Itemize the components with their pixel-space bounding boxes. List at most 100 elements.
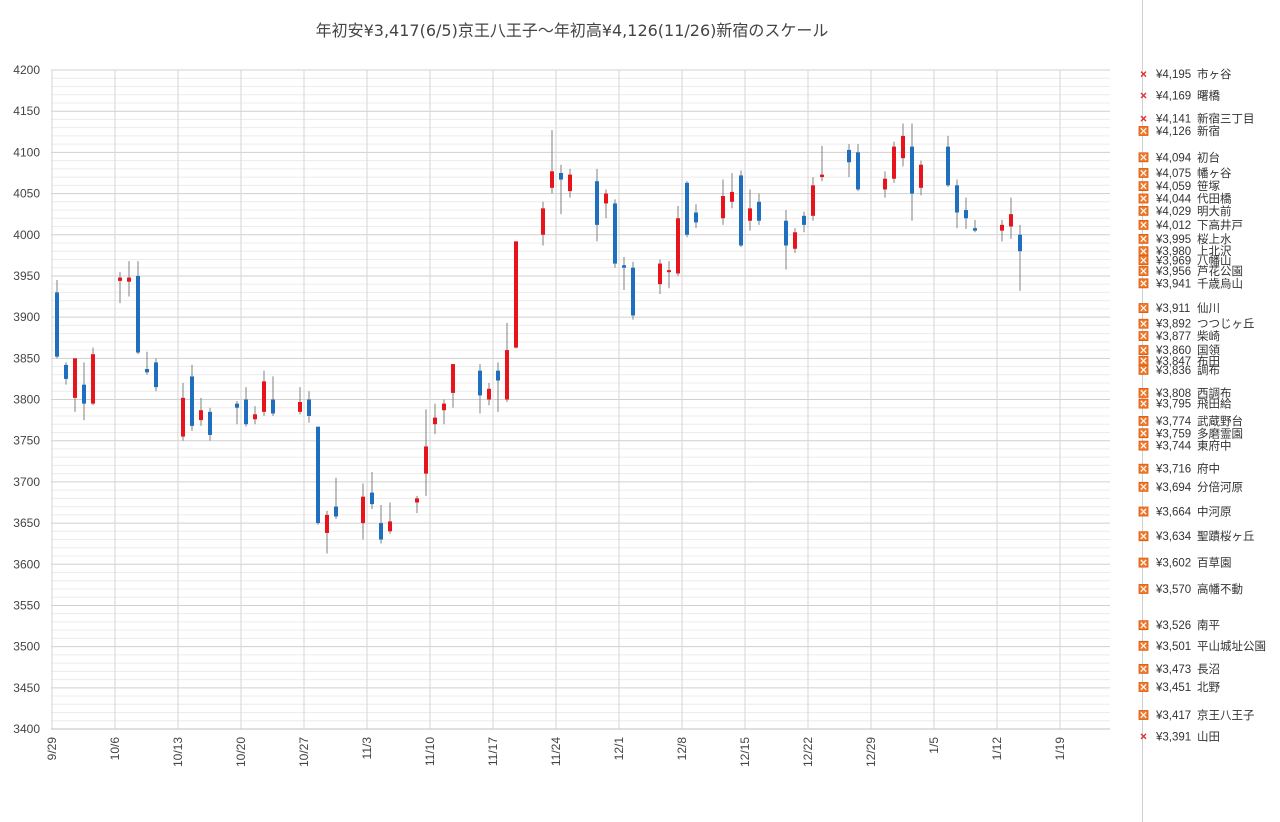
candle bbox=[748, 189, 752, 231]
legend-station-name: 千歳烏山 bbox=[1197, 276, 1243, 290]
candle-body bbox=[136, 275, 140, 353]
candle bbox=[793, 228, 797, 253]
candle bbox=[883, 171, 887, 198]
candle bbox=[514, 241, 518, 349]
candle bbox=[55, 280, 59, 359]
candle-body bbox=[181, 397, 185, 437]
candle bbox=[361, 483, 365, 540]
cross-mark-icon bbox=[1140, 183, 1147, 190]
candle bbox=[856, 144, 860, 192]
legend-item: ¥3,969 八幡山 bbox=[1138, 253, 1232, 267]
y-tick-label: 3950 bbox=[13, 269, 40, 283]
legend-price: ¥3,836 bbox=[1155, 365, 1191, 377]
candle bbox=[73, 358, 77, 412]
legend-item: ¥3,995 桜上水 bbox=[1138, 232, 1232, 246]
x-tick-label: 11/3 bbox=[360, 737, 374, 760]
legend-item: ¥3,473 長沼 bbox=[1138, 662, 1220, 676]
legend-station-name: 多磨霊園 bbox=[1197, 426, 1243, 440]
candle-body bbox=[208, 411, 212, 435]
candle-body bbox=[919, 164, 923, 188]
cross-mark-icon bbox=[1140, 559, 1147, 566]
candle-body bbox=[784, 220, 788, 246]
candle bbox=[136, 261, 140, 355]
candle bbox=[694, 204, 698, 229]
legend-price: ¥3,526 bbox=[1155, 620, 1191, 632]
candle-body bbox=[559, 172, 563, 180]
legend-station-name: 新宿 bbox=[1197, 124, 1220, 138]
candle bbox=[919, 160, 923, 196]
candle-body bbox=[739, 175, 743, 246]
legend-price: ¥4,126 bbox=[1155, 126, 1191, 138]
x-tick-label: 11/17 bbox=[486, 737, 500, 766]
candle bbox=[721, 179, 725, 225]
x-tick-label: 10/13 bbox=[171, 737, 185, 767]
candle-body bbox=[595, 181, 599, 225]
legend-station-name: 幡ヶ谷 bbox=[1197, 166, 1232, 180]
candle-body bbox=[802, 215, 806, 225]
legend-price: ¥3,795 bbox=[1155, 399, 1191, 411]
legend-station-name: 下高井戸 bbox=[1197, 218, 1243, 232]
x-tick-label: 12/15 bbox=[738, 737, 752, 767]
candle bbox=[505, 322, 509, 402]
candle-body bbox=[505, 350, 509, 400]
candle-body bbox=[820, 174, 824, 178]
candle bbox=[847, 144, 851, 178]
candle bbox=[685, 181, 689, 238]
candle-body bbox=[118, 277, 122, 281]
y-tick-label: 3450 bbox=[13, 681, 40, 695]
y-tick-label: 4150 bbox=[13, 104, 40, 118]
x-tick-label: 12/29 bbox=[864, 737, 878, 767]
candle-body bbox=[307, 399, 311, 416]
candle-body bbox=[154, 362, 158, 388]
candle bbox=[235, 401, 239, 425]
legend-price: ¥4,044 bbox=[1155, 194, 1192, 206]
legend-item: ¥4,044 代田橋 bbox=[1138, 192, 1232, 206]
candle-body bbox=[298, 401, 302, 412]
candle bbox=[478, 364, 482, 414]
legend-station-name: 桜上水 bbox=[1197, 232, 1232, 246]
legend-price: ¥3,847 bbox=[1155, 356, 1191, 368]
candle bbox=[676, 205, 680, 276]
y-tick-label: 3750 bbox=[13, 434, 40, 448]
legend-price: ¥4,195 bbox=[1155, 69, 1191, 81]
candle bbox=[118, 271, 122, 304]
legend-price: ¥3,969 bbox=[1155, 255, 1191, 267]
candle bbox=[82, 362, 86, 421]
candle-body bbox=[379, 523, 383, 540]
cross-marker-icon bbox=[1140, 71, 1147, 78]
legend-price: ¥3,860 bbox=[1155, 345, 1191, 357]
cross-mark-icon bbox=[1140, 346, 1147, 354]
candle-body bbox=[856, 152, 860, 190]
legend-item: ¥3,911 仙川 bbox=[1138, 301, 1220, 315]
y-tick-label: 3650 bbox=[13, 516, 40, 530]
candle-body bbox=[964, 210, 968, 219]
legend-price: ¥3,473 bbox=[1155, 664, 1191, 676]
grid-lines bbox=[51, 69, 1110, 730]
cross-marker-icon bbox=[1140, 92, 1147, 99]
legend-station-name: 八幡山 bbox=[1197, 253, 1232, 267]
candle-body bbox=[730, 191, 734, 202]
candle bbox=[901, 123, 905, 167]
legend-price: ¥3,716 bbox=[1155, 464, 1191, 476]
candle-body bbox=[415, 498, 419, 503]
candle bbox=[1018, 224, 1022, 291]
legend-station-name: 明大前 bbox=[1197, 204, 1232, 218]
legend-item: ¥3,634 聖蹟桜ヶ丘 bbox=[1138, 529, 1255, 543]
cross-mark-icon bbox=[1140, 533, 1147, 540]
x-tick-label: 10/6 bbox=[108, 737, 122, 761]
legend-price: ¥3,602 bbox=[1155, 558, 1191, 570]
y-tick-label: 3700 bbox=[13, 475, 40, 489]
y-tick-label: 4200 bbox=[13, 63, 40, 77]
legend-station-name: 仙川 bbox=[1197, 301, 1220, 315]
candle bbox=[262, 370, 266, 416]
legend-item: ¥4,094 初台 bbox=[1138, 150, 1220, 164]
candle-body bbox=[613, 203, 617, 264]
legend-station-name: 中河原 bbox=[1197, 505, 1232, 519]
legend-item: ¥4,195 市ヶ谷 bbox=[1140, 67, 1232, 81]
candle bbox=[1009, 197, 1013, 239]
legend-station-name: 山田 bbox=[1197, 729, 1220, 743]
candle bbox=[271, 376, 275, 416]
legend-price: ¥3,980 bbox=[1155, 246, 1191, 258]
candle-body bbox=[271, 399, 275, 414]
